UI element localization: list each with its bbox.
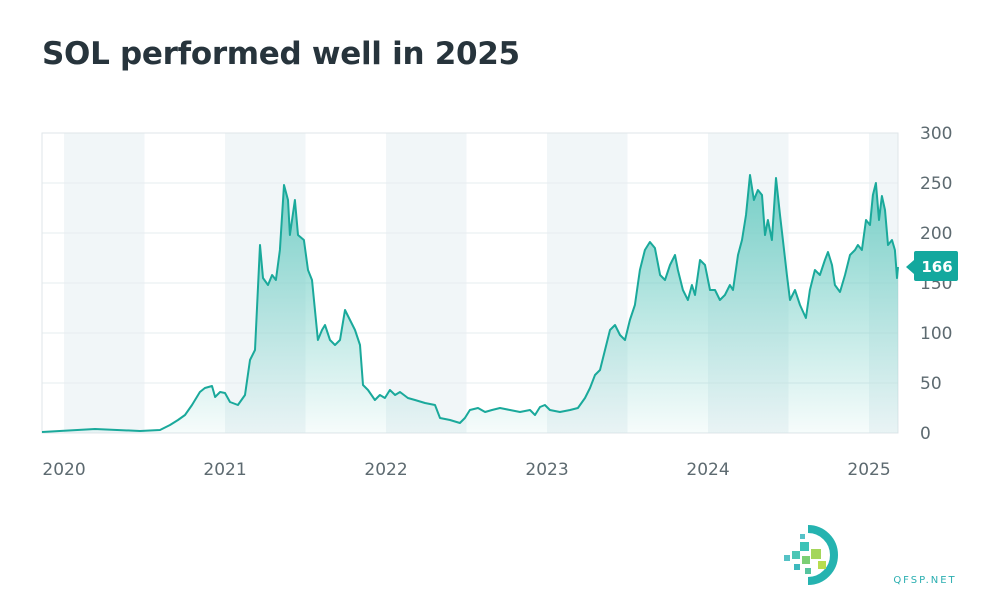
y-tick-label: 250: [920, 174, 952, 194]
price-line: [41, 174, 899, 433]
price-area: [42, 175, 898, 433]
logo-icon: QFSP.NET: [784, 525, 956, 586]
y-tick-label: 50: [920, 374, 942, 394]
x-tick-label: 2022: [364, 460, 407, 480]
x-tick-label: 2023: [525, 460, 568, 480]
y-tick-label: 200: [920, 224, 952, 244]
chart-title: SOL performed well in 2025: [42, 36, 520, 72]
last-value-text: 166: [921, 258, 952, 276]
last-value-label: 166: [906, 251, 958, 281]
logo-domain: QFSP.NET: [893, 575, 956, 586]
x-tick-label: 2021: [203, 460, 246, 480]
x-tick-label: 2020: [42, 460, 85, 480]
y-tick-label: 0: [920, 424, 931, 444]
x-tick-label: 2025: [847, 460, 890, 480]
x-tick-label: 2024: [686, 460, 729, 480]
y-tick-label: 300: [920, 124, 952, 144]
logo: QFSP.NET: [780, 520, 1000, 586]
y-tick-label: 100: [920, 324, 952, 344]
